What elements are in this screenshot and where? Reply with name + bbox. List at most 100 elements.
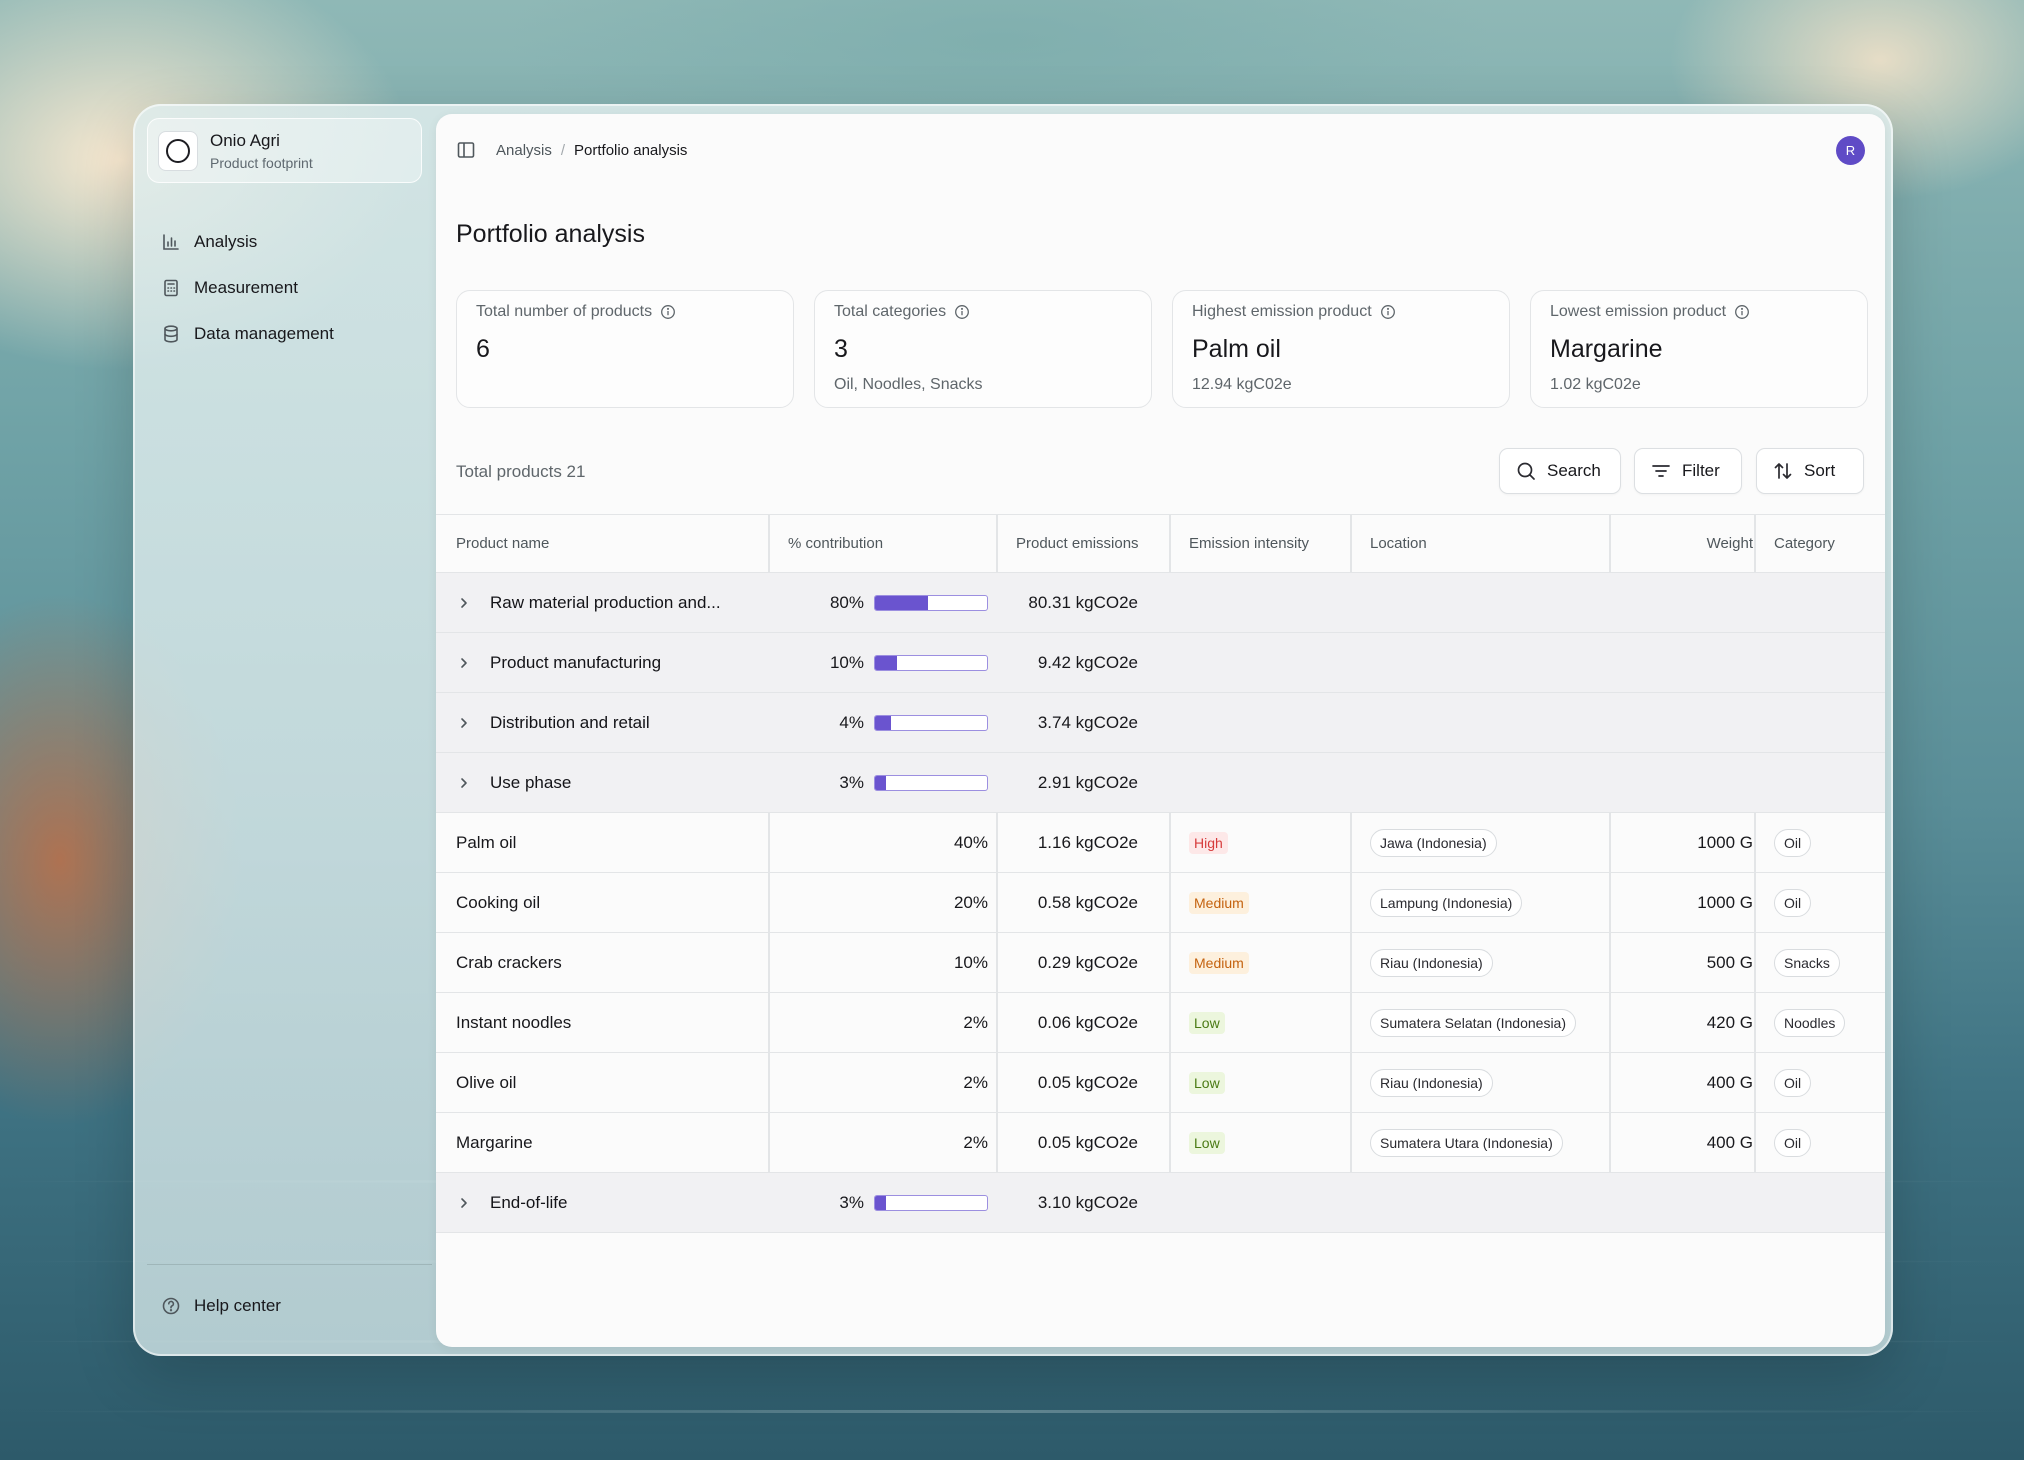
category-cell: Oil (1774, 873, 1812, 932)
product-name: Palm oil (456, 832, 517, 852)
contribution-cell: 4% (788, 693, 988, 752)
product-name: Cooking oil (456, 892, 541, 912)
location-tag: Sumatera Utara (Indonesia) (1370, 1128, 1563, 1157)
stat-value: 3 (834, 335, 848, 363)
sidebar-item-label: Analysis (194, 232, 258, 251)
location-cell: Riau (Indonesia) (1370, 933, 1493, 992)
contribution-bar-fill (875, 655, 898, 670)
contribution-value: 2% (963, 1132, 988, 1152)
sort-icon (1774, 463, 1792, 479)
intensity-badge: Low (1189, 1011, 1225, 1034)
column-header-emission-intensity[interactable]: Emission intensity (1189, 535, 1310, 552)
search-button[interactable]: Search (1499, 448, 1621, 494)
contribution-bar-fill (875, 775, 887, 790)
table-row[interactable]: Cooking oil 20% 0.58 kgCO2e Medium Lampung (… (436, 873, 1885, 933)
help-center-label: Help center (194, 1296, 281, 1315)
category-cell: Oil (1774, 1113, 1812, 1172)
calculator-icon (164, 279, 178, 297)
location-tag: Sumatera Selatan (Indonesia) (1370, 1008, 1576, 1037)
table-group-row[interactable]: End-of-life 3% 3.10 kgCO2e (436, 1173, 1885, 1233)
column-header-contribution[interactable]: % contribution (788, 535, 884, 552)
contribution-bar-fill (875, 715, 891, 730)
info-icon[interactable] (1734, 304, 1750, 320)
org-switcher[interactable]: Onio Agri Product footprint (147, 118, 422, 183)
products-table: Product name % contribution Product emis… (436, 514, 1885, 1233)
weight-value: 400 G (1706, 1132, 1753, 1152)
column-header-weight[interactable]: Weight (1706, 535, 1753, 552)
product-name: Margarine (456, 1132, 533, 1152)
org-subtitle: Product footprint (210, 154, 313, 171)
emissions-value: 3.10 kgCO2e (1037, 1192, 1138, 1212)
intensity-cell: Low (1189, 1053, 1225, 1112)
table-row[interactable]: Margarine 2% 0.05 kgCO2e Low Sumatera Utara … (436, 1113, 1885, 1173)
weight-value: 400 G (1706, 1072, 1753, 1092)
info-icon[interactable] (954, 304, 970, 320)
table-group-row[interactable]: Distribution and retail 4% 3.74 kgCO2e (436, 693, 1885, 753)
category-tag: Oil (1774, 1128, 1812, 1157)
location-tag: Lampung (Indonesia) (1370, 888, 1523, 917)
contribution-value: 80% (829, 592, 864, 612)
stat-label: Highest emission product (1192, 303, 1372, 320)
location-tag: Jawa (Indonesia) (1370, 828, 1497, 857)
topbar: Analysis / Portfolio analysis R (456, 134, 1865, 166)
contribution-bar (874, 1194, 988, 1211)
category-tag: Oil (1774, 1068, 1812, 1097)
contribution-bar (874, 774, 988, 791)
emissions-value: 0.58 kgCO2e (1037, 892, 1138, 912)
group-name-cell: Product manufacturing (456, 633, 756, 692)
contribution-value: 3% (839, 772, 864, 792)
table-row[interactable]: Palm oil 40% 1.16 kgCO2e High Jawa (Indonesi… (436, 813, 1885, 873)
breadcrumb: Analysis / Portfolio analysis (496, 142, 687, 159)
help-icon (162, 1297, 180, 1315)
info-icon[interactable] (660, 304, 676, 320)
help-center-link[interactable]: Help center (161, 1296, 281, 1316)
intensity-badge: Medium (1189, 891, 1249, 914)
location-tag: Riau (Indonesia) (1370, 1068, 1493, 1097)
contribution-value: 10% (829, 652, 864, 672)
org-name: Onio Agri (210, 130, 280, 150)
intensity-cell: Medium (1189, 933, 1249, 992)
intensity-badge: Low (1189, 1131, 1225, 1154)
column-header-location[interactable]: Location (1370, 535, 1427, 552)
total-products-label: Total products 21 (456, 462, 586, 481)
contribution-value: 10% (953, 952, 988, 972)
column-header-category[interactable]: Category (1774, 535, 1835, 552)
product-name: Instant noodles (456, 1012, 572, 1032)
table-row[interactable]: Instant noodles 2% 0.06 kgCO2e Low Sumatera … (436, 993, 1885, 1053)
sidebar-item-measurement[interactable]: Measurement (161, 265, 334, 311)
avatar[interactable]: R (1836, 136, 1865, 165)
org-logo (158, 130, 198, 171)
table-group-row[interactable]: Product manufacturing 10% 9.42 kgCO2e (436, 633, 1885, 693)
table-row[interactable]: Crab crackers 10% 0.29 kgCO2e Medium Riau (I… (436, 933, 1885, 993)
table-row[interactable]: Olive oil 2% 0.05 kgCO2e Low Riau (Indonesia… (436, 1053, 1885, 1113)
sidebar-item-analysis[interactable]: Analysis (161, 219, 334, 265)
contribution-value: 4% (839, 712, 864, 732)
filter-button[interactable]: Filter (1634, 448, 1742, 494)
location-cell: Sumatera Utara (Indonesia) (1370, 1113, 1563, 1172)
intensity-badge: Medium (1189, 951, 1249, 974)
table-header: Product name % contribution Product emis… (436, 514, 1885, 573)
search-icon (1517, 462, 1535, 480)
column-header-product-emissions[interactable]: Product emissions (1016, 535, 1139, 552)
emissions-value: 80.31 kgCO2e (1028, 592, 1138, 612)
group-name: End-of-life (490, 1192, 568, 1212)
sidebar: Onio Agri Product footprint Analysis Mea… (133, 104, 436, 1356)
database-icon (164, 325, 178, 343)
breadcrumb-analysis[interactable]: Analysis (496, 141, 552, 159)
product-name: Olive oil (456, 1072, 517, 1092)
emissions-value: 0.05 kgCO2e (1037, 1072, 1138, 1092)
contribution-cell: 80% (788, 573, 988, 632)
stat-card-lowest-emission: Lowest emission product Margarine 1.02 k… (1530, 290, 1868, 408)
info-icon[interactable] (1380, 304, 1396, 320)
toggle-sidebar-icon[interactable] (456, 140, 476, 160)
contribution-bar (874, 654, 988, 671)
column-header-product-name[interactable]: Product name (456, 535, 550, 552)
app-window: Onio Agri Product footprint Analysis Mea… (133, 104, 1893, 1356)
sidebar-item-data-management[interactable]: Data management (161, 311, 334, 357)
table-group-row[interactable]: Raw material production and... 80% 80.31 k… (436, 573, 1885, 633)
intensity-cell: Medium (1189, 873, 1249, 932)
sort-button[interactable]: Sort (1756, 448, 1864, 494)
table-group-row[interactable]: Use phase 3% 2.91 kgCO2e (436, 753, 1885, 813)
group-name-cell: Use phase (456, 753, 756, 812)
breadcrumb-current: Portfolio analysis (574, 141, 688, 159)
